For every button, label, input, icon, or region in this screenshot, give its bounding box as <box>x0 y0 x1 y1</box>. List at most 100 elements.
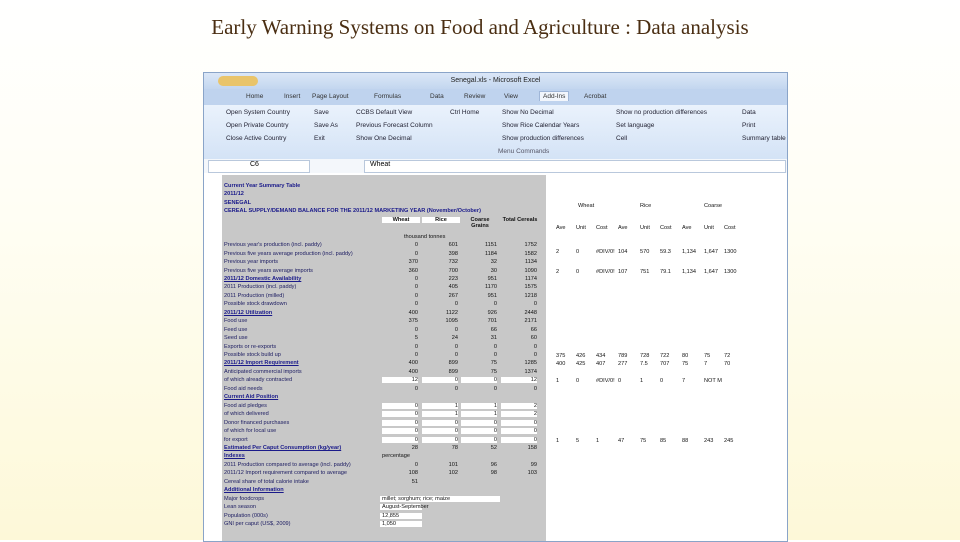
ribbon-command[interactable]: Exit <box>314 135 325 142</box>
cell: 101 <box>448 461 458 468</box>
cell: 5 <box>414 335 418 342</box>
ribbon-command[interactable]: Close Active Country <box>226 135 287 142</box>
ribbon-tab[interactable]: Acrobat <box>584 93 607 100</box>
side-cell: #DIV/0! <box>596 249 615 255</box>
formula-box[interactable] <box>364 160 786 173</box>
row-label: Food aid pledges <box>224 402 267 409</box>
ribbon-command[interactable]: Show No Decimal <box>502 109 554 116</box>
ribbon-command[interactable]: Show no production differences <box>616 109 707 116</box>
side-cell: 75 <box>682 361 689 367</box>
cell: 0 <box>533 385 537 392</box>
ribbon-command[interactable]: Print <box>742 122 756 129</box>
name-box[interactable]: C6 <box>250 161 259 168</box>
ribbon-tab[interactable]: Add-Ins <box>539 91 570 101</box>
ribbon-command[interactable]: Data <box>742 109 756 116</box>
cell: 0 <box>454 352 458 358</box>
ribbon-command[interactable]: CCBS Default View <box>356 109 413 116</box>
cell: 0 <box>501 419 537 426</box>
cell: 0 <box>414 352 418 358</box>
row-label: GNI per caput (US$, 2009) <box>224 521 291 527</box>
ribbon-command[interactable]: Previous Forecast Column <box>356 122 433 129</box>
cell: 66 <box>490 326 497 333</box>
row-label: Food use <box>224 318 248 325</box>
ribbon-tab[interactable]: Home <box>246 93 264 100</box>
cell: 1 <box>422 402 458 409</box>
ribbon-command[interactable]: Set language <box>616 122 655 129</box>
cell: percentage <box>382 453 410 460</box>
row-label: 2011/12 Import Requirement <box>224 360 299 367</box>
cell: 899 <box>448 360 458 367</box>
row-label: Previous year imports <box>224 259 279 266</box>
ribbon-command[interactable]: Ctrl Home <box>450 109 480 116</box>
cell: 1 <box>461 402 497 409</box>
cell: 31 <box>490 335 497 342</box>
cell: 28 <box>411 444 418 451</box>
sheet-heading: CEREAL SUPPLY/DEMAND BALANCE FOR THE 201… <box>224 208 481 215</box>
cell: 60 <box>530 335 537 342</box>
column-header: Rice <box>422 216 460 223</box>
cell: 0 <box>422 377 458 384</box>
row-label: Additional Information <box>224 487 284 494</box>
side-cell: 1300 <box>724 269 737 275</box>
side-cell: 0 <box>576 378 580 384</box>
ribbon-command[interactable]: Open System Country <box>226 109 290 116</box>
cell: 75 <box>490 368 497 375</box>
ribbon-tab[interactable]: Review <box>464 93 486 100</box>
ribbon-command[interactable]: Show One Decimal <box>356 135 412 142</box>
row-label: of which already contracted <box>224 377 293 384</box>
cell: 400 <box>408 368 418 375</box>
ribbon: Open System Country Open Private Country C… <box>204 105 787 160</box>
ribbon-tab[interactable]: View <box>504 93 518 100</box>
sheet-area <box>222 175 546 541</box>
side-cell: 72 <box>724 353 731 359</box>
row-label: Estimated Per Caput Consumption (kg/year… <box>224 444 342 451</box>
row-label: 2011/12 Utilization <box>224 309 273 316</box>
ribbon-tab[interactable]: Page Layout <box>312 93 349 100</box>
ribbon-command[interactable]: Save <box>314 109 329 116</box>
cell: 951 <box>487 292 497 299</box>
ribbon-command[interactable]: Show Rice Calendar Years <box>502 122 580 129</box>
ribbon-tab[interactable]: Formulas <box>374 93 402 100</box>
ribbon-command[interactable]: Summary table <box>742 135 786 142</box>
side-cell: #DIV/0! <box>596 378 615 384</box>
side-cell: 0 <box>660 378 664 384</box>
row-label: Possible stock drawdown <box>224 301 287 308</box>
side-cell: NOT M <box>704 378 722 384</box>
ribbon-tab[interactable]: Data <box>430 93 444 100</box>
side-cell: 243 <box>704 438 714 444</box>
cell: 12,855 <box>380 512 422 519</box>
cell: 732 <box>448 259 458 266</box>
column-header: Wheat <box>382 216 420 223</box>
cell: 1170 <box>484 284 497 291</box>
cell: 700 <box>448 267 458 274</box>
office-button[interactable] <box>218 76 258 86</box>
sheet-heading: Current Year Summary Table <box>224 183 301 189</box>
cell: 0 <box>422 419 458 426</box>
cell: 75 <box>490 360 497 367</box>
ribbon-tab[interactable]: Insert <box>284 93 301 100</box>
ribbon-command[interactable]: Open Private Country <box>226 122 289 129</box>
cell: 0 <box>414 326 418 333</box>
side-cell: 1 <box>556 378 560 384</box>
cell: 96 <box>490 461 497 468</box>
cell: 370 <box>408 259 418 266</box>
cell: 0 <box>422 436 458 443</box>
row-label: Anticipated commercial imports <box>224 368 302 375</box>
cell: 24 <box>451 335 458 342</box>
cell: 0 <box>461 428 497 435</box>
ribbon-command[interactable]: Cell <box>616 135 628 142</box>
title-bar: Senegal.xls - Microsoft Excel <box>204 73 787 89</box>
cell: 0 <box>493 301 497 308</box>
ribbon-command[interactable]: Show production differences <box>502 135 584 142</box>
side-cell: 2 <box>556 249 560 255</box>
side-group: Wheat <box>578 203 595 209</box>
side-cell: 107 <box>618 269 628 275</box>
cell: 32 <box>490 259 497 266</box>
row-label: 2011 Production (milled) <box>224 292 285 299</box>
cell: 0 <box>454 326 458 333</box>
cell: 1374 <box>524 368 537 375</box>
side-cell: 707 <box>660 361 670 367</box>
cell: 0 <box>414 292 418 299</box>
ribbon-command[interactable]: Save As <box>314 122 338 129</box>
cell: 108 <box>408 470 418 477</box>
